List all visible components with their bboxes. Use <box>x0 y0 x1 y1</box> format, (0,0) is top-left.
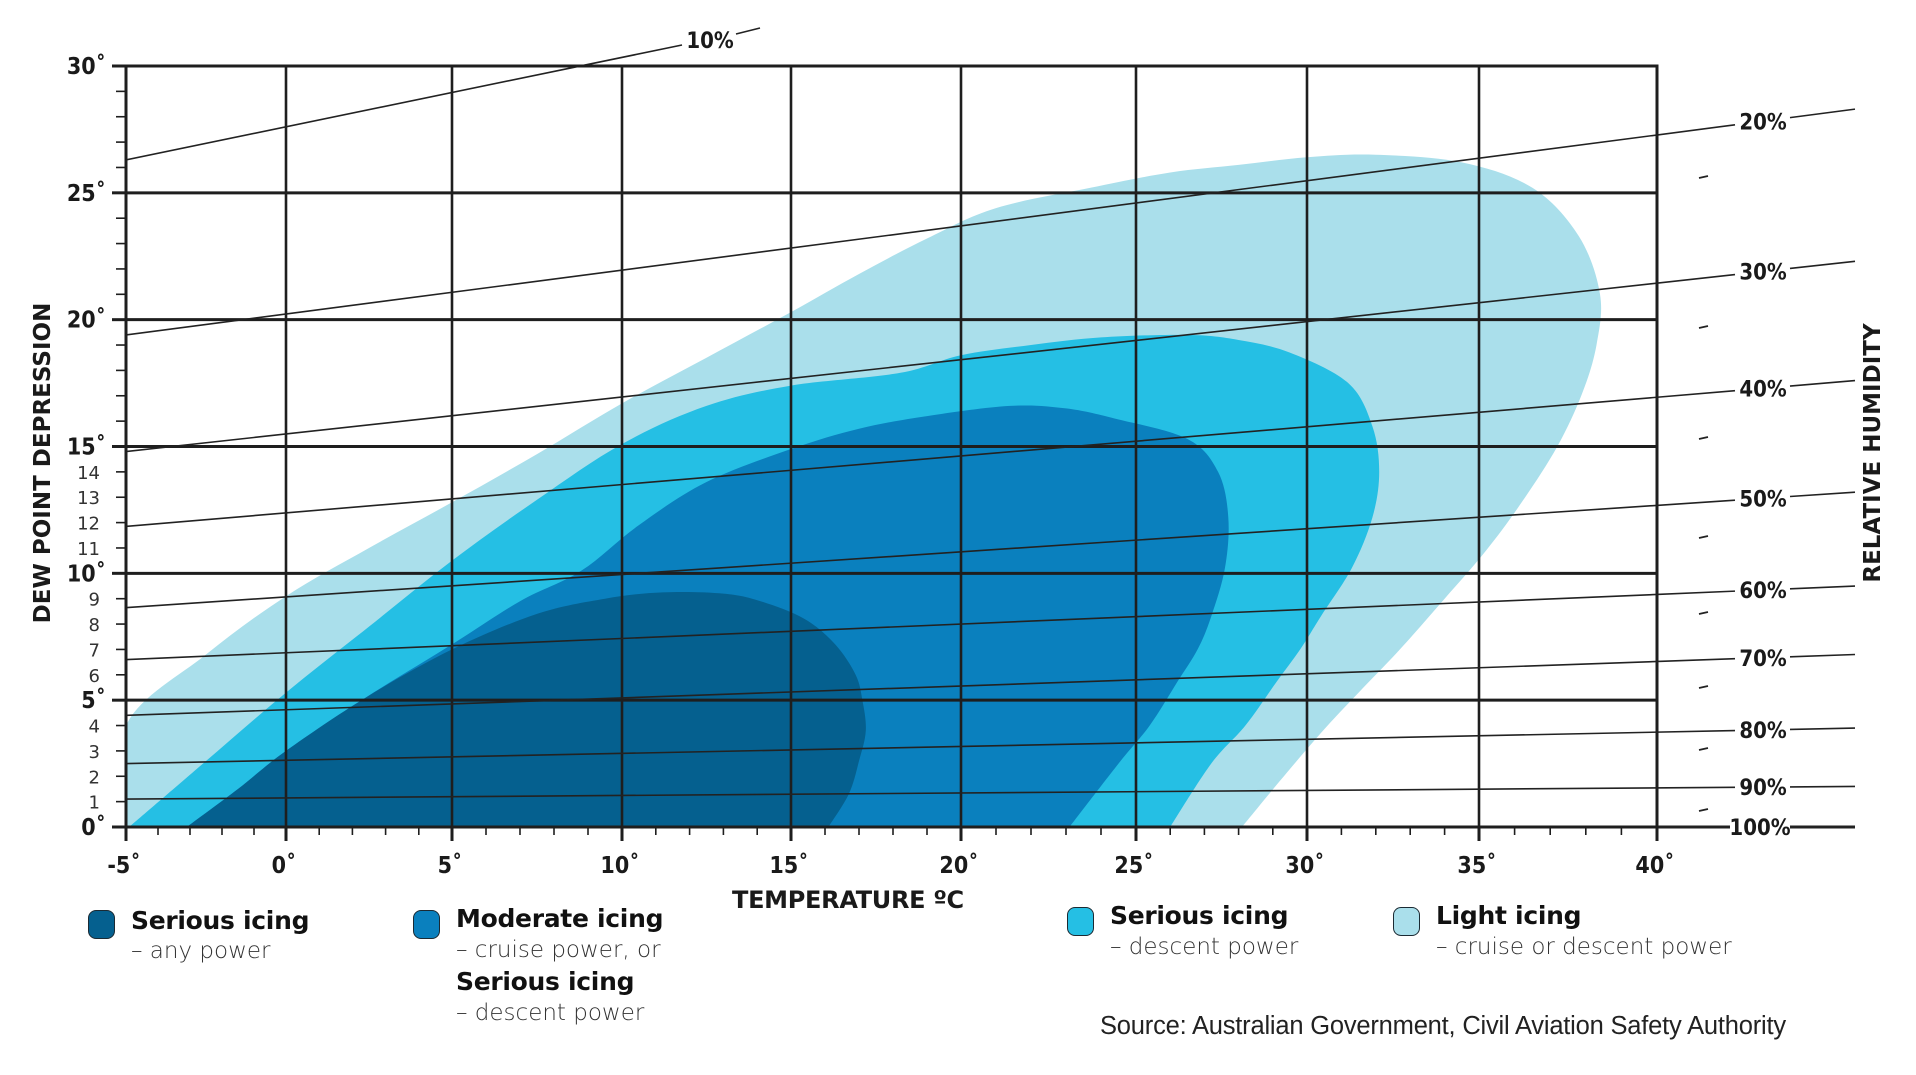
y-minor-tick-label: 12 <box>77 514 100 535</box>
icing-areas <box>126 154 1602 827</box>
humidity-line <box>125 786 1736 800</box>
y-axis-title: DEW POINT DEPRESSION <box>30 303 56 624</box>
x-tick-label: 35˚ <box>1457 852 1496 879</box>
y-tick-label: 0˚ <box>81 814 106 841</box>
x-tick-label: 10˚ <box>600 852 639 879</box>
humidity-line <box>125 729 1736 765</box>
humidity-line-tail <box>1789 653 1856 658</box>
x-tick-label: 40˚ <box>1635 852 1674 879</box>
legend-desc: – any power <box>131 938 271 964</box>
x-tick-label: 5˚ <box>438 852 463 879</box>
legend-swatch <box>1067 907 1094 936</box>
area-serious-any <box>186 591 866 827</box>
legend-swatch <box>88 910 115 939</box>
humidity-label: 100% <box>1729 816 1790 841</box>
y-minor-tick-label: 3 <box>89 742 100 763</box>
humidity-label: 50% <box>1739 487 1787 512</box>
humidity-line-tail <box>1789 727 1856 731</box>
y-minor-tick-label: 13 <box>77 488 100 509</box>
x-tick-label: 20˚ <box>939 852 978 879</box>
rh-minor-dash <box>1698 325 1709 329</box>
y-minor-tick-label: 7 <box>89 640 100 661</box>
legend-title: Serious icing <box>1110 901 1289 930</box>
x-tick-label: 15˚ <box>769 852 808 879</box>
legend-desc: – descent power <box>1110 934 1299 960</box>
humidity-label: 40% <box>1739 377 1787 402</box>
legend-swatch <box>1393 907 1420 936</box>
humidity-line <box>125 273 1736 453</box>
legend-swatch <box>413 910 440 939</box>
rh-minor-dash <box>1698 535 1709 539</box>
legend-title: Serious icing <box>131 906 310 935</box>
y-tick-label: 20˚ <box>67 307 106 334</box>
humidity-line-tail <box>1789 379 1856 387</box>
humidity-line <box>125 389 1736 528</box>
legend-title: Moderate icing <box>456 904 664 933</box>
humidity-line-tail <box>1789 108 1856 119</box>
y-minor-tick-label: 14 <box>77 463 100 484</box>
y-tick-label: 15˚ <box>67 434 106 461</box>
humidity-line <box>125 499 1736 609</box>
humidity-label: 90% <box>1739 776 1787 801</box>
humidity-line-tail <box>1789 585 1856 590</box>
x-tick-label: 0˚ <box>272 852 297 879</box>
rh-minor-dash <box>1698 436 1709 440</box>
source-note: Source: Australian Government, Civil Avi… <box>1100 1012 1786 1040</box>
humidity-label: 80% <box>1739 719 1787 744</box>
y-minor-tick-label: 1 <box>89 793 100 814</box>
rh-minor-dash <box>1698 175 1709 179</box>
y-minor-tick-label: 11 <box>77 539 100 560</box>
legend-desc: – cruise power, or <box>456 937 661 963</box>
x-tick-label: 25˚ <box>1114 852 1153 879</box>
humidity-line <box>125 123 1736 336</box>
humidity-label: 20% <box>1739 110 1787 135</box>
humidity-line <box>125 590 1736 661</box>
humidity-line <box>125 657 1736 717</box>
rh-minor-dash <box>1698 747 1709 751</box>
tick-labels: -5˚ 0˚ 5˚ 10˚ 15˚ 20˚ 25˚ 30˚ 35˚ 40˚0˚5˚10˚15˚20… <box>67 53 1675 879</box>
legend-title: Light icing <box>1436 901 1582 930</box>
humidity-line-tail <box>735 27 761 35</box>
y-tick-label: 5˚ <box>81 687 106 714</box>
y-minor-tick-label: 6 <box>89 666 100 687</box>
y2-axis-title: RELATIVE HUMIDITY <box>1860 323 1886 583</box>
humidity-label: 70% <box>1739 647 1787 672</box>
axes <box>112 64 1659 841</box>
y-tick-label: 25˚ <box>67 180 106 207</box>
y-tick-label: 10˚ <box>67 560 106 587</box>
y-minor-tick-label: 2 <box>89 767 100 788</box>
y-tick-label: 30˚ <box>67 53 106 80</box>
y-minor-tick-label: 4 <box>89 717 100 738</box>
legend-title-2: Serious icing <box>456 967 635 996</box>
legend-desc-2: – descent power <box>456 1000 645 1026</box>
humidity-label: 10% <box>686 29 734 54</box>
humidity-line-tail <box>1789 491 1856 498</box>
x-axis-title: TEMPERATURE ºC <box>732 886 964 914</box>
legend-desc: – cruise or descent power <box>1436 934 1732 960</box>
humidity-label: 60% <box>1739 579 1787 604</box>
humidity-line <box>125 44 683 161</box>
rh-minor-dash <box>1698 611 1709 615</box>
rh-minor-dash <box>1698 685 1709 689</box>
humidity-label: 30% <box>1739 261 1787 286</box>
x-tick-label: 30˚ <box>1285 852 1324 879</box>
y-minor-tick-label: 9 <box>89 590 100 611</box>
y-minor-tick-label: 8 <box>89 615 100 636</box>
x-tick-label: -5˚ <box>107 852 140 879</box>
humidity-line-tail <box>1789 260 1856 270</box>
rh-minor-dash <box>1698 808 1709 812</box>
